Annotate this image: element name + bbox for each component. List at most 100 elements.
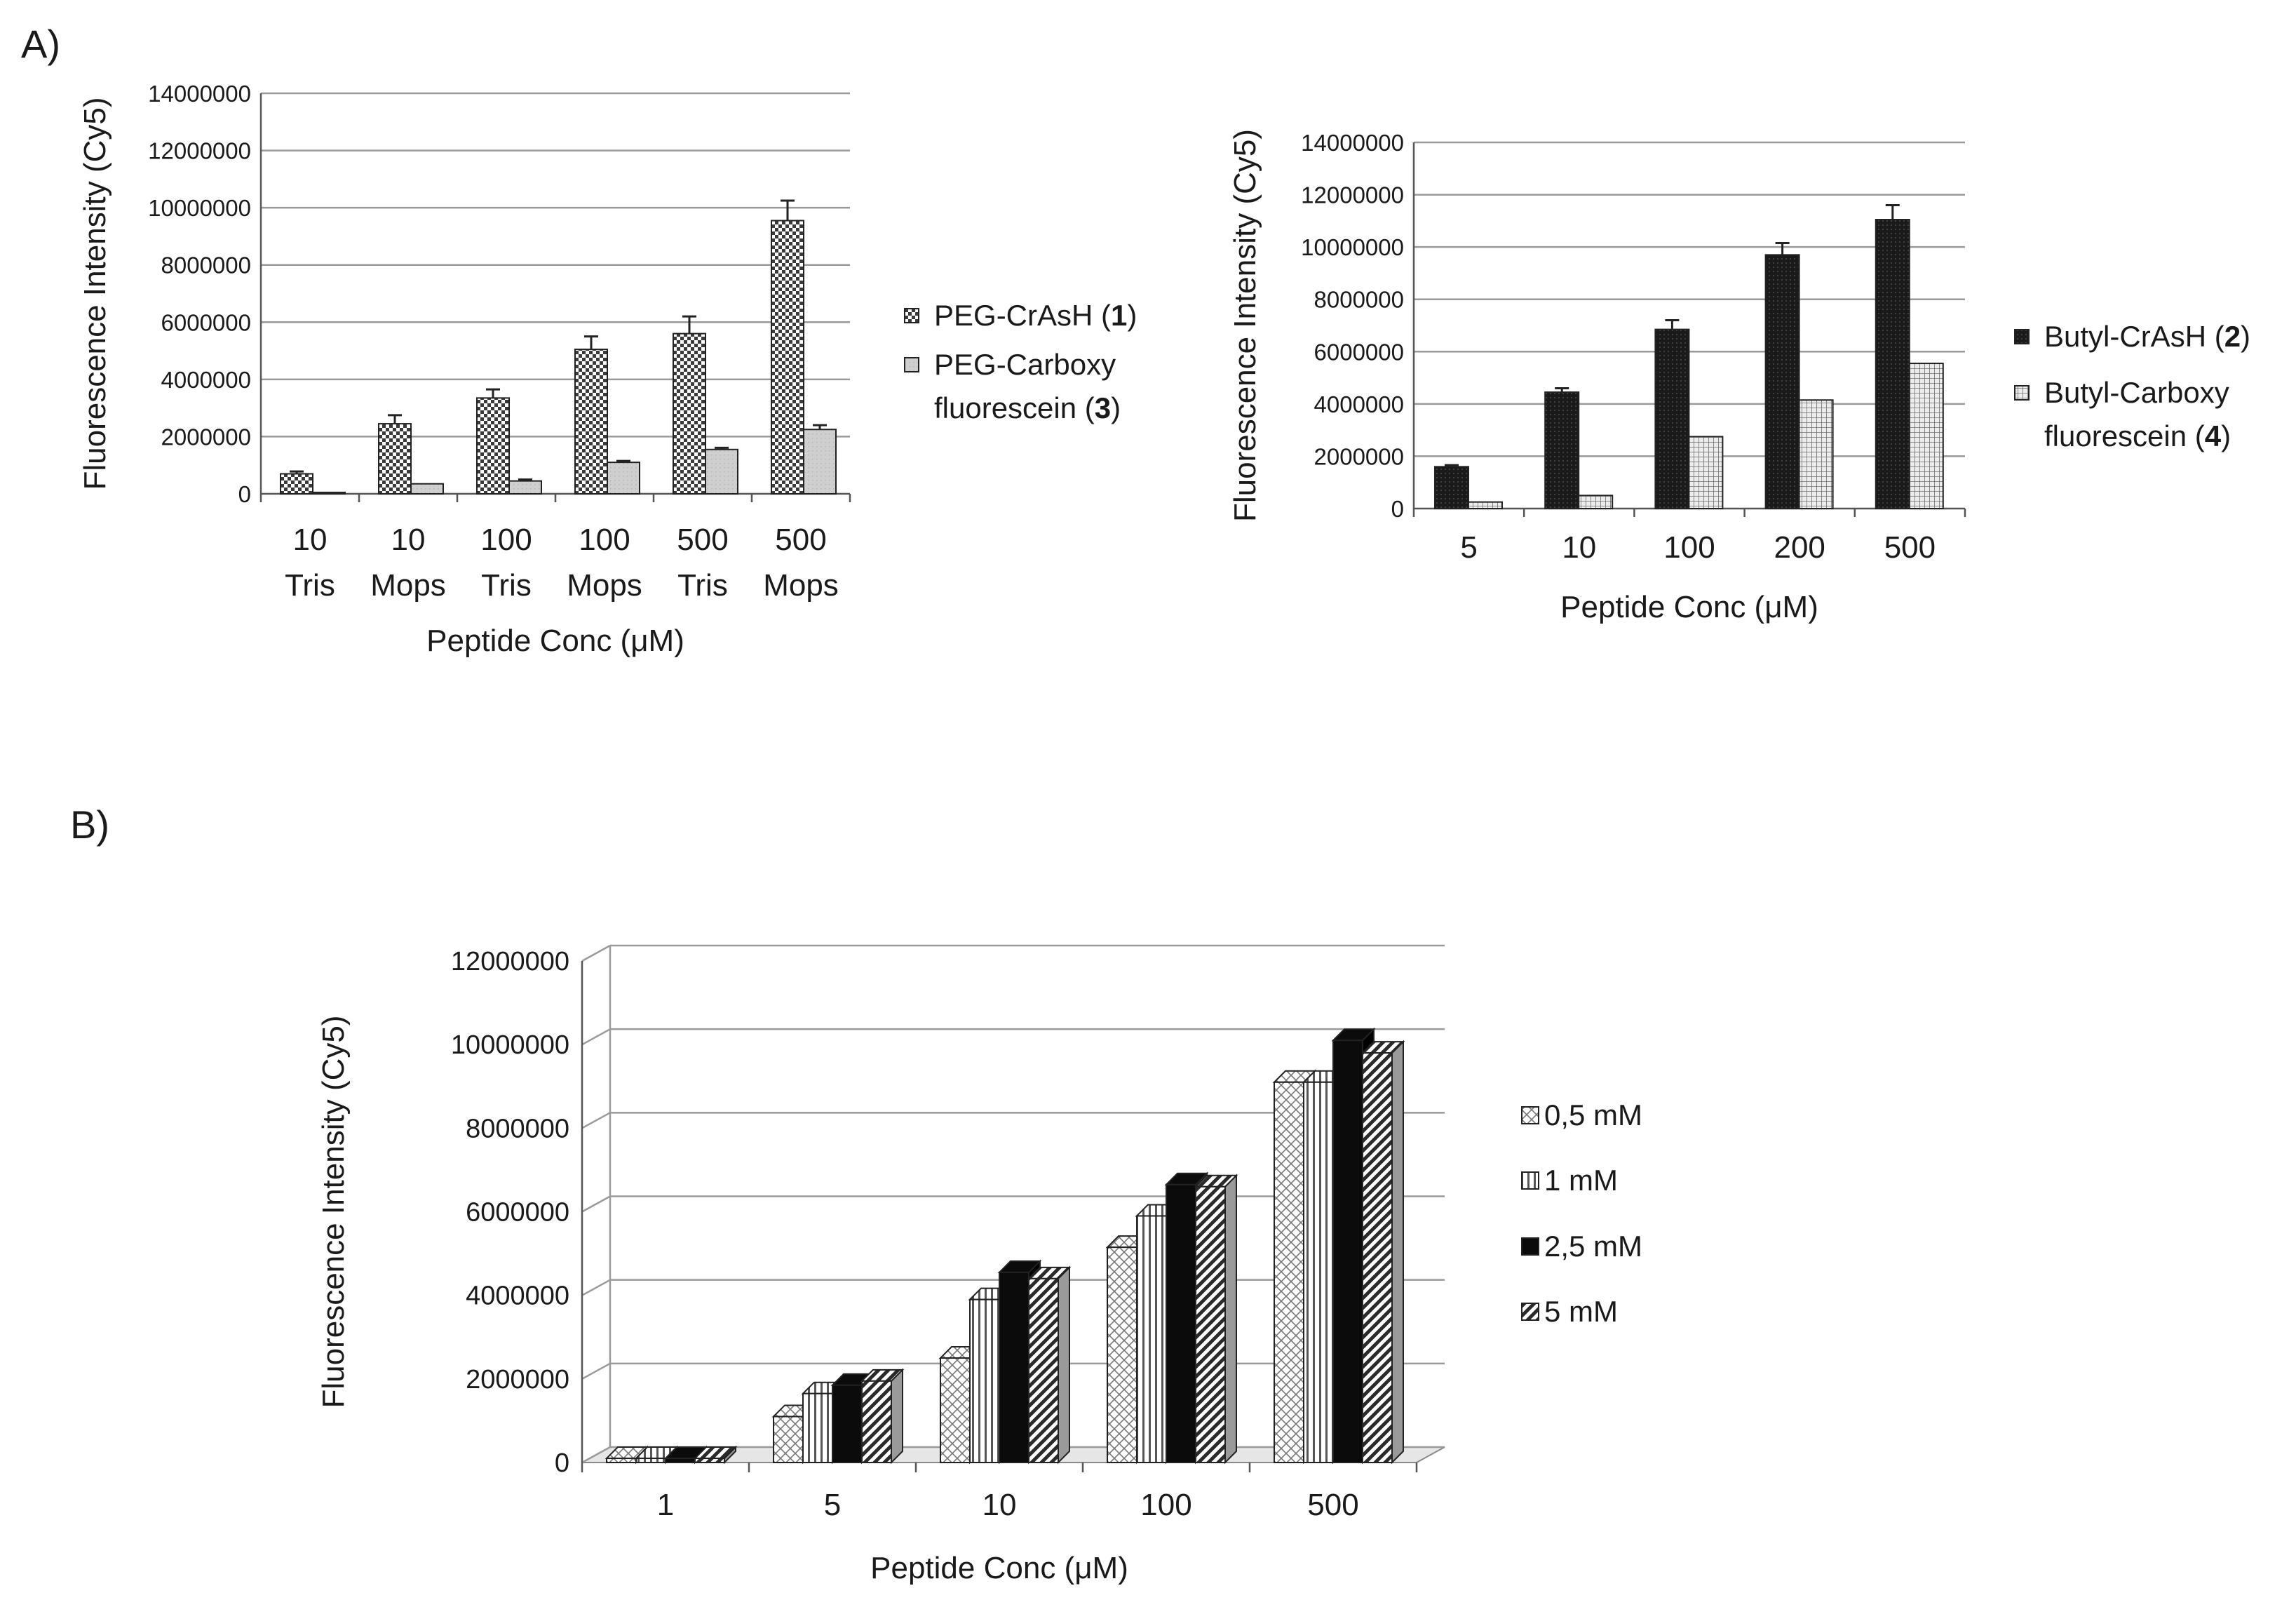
x-tick-label: 500 [775,523,826,557]
bar [1028,1277,1059,1464]
y-tick-label: 14000000 [1301,130,1404,156]
x-tick-label: 10 [293,523,327,557]
x-tick-label: 500 [677,523,728,557]
legend-swatch [2014,329,2030,344]
legend-swatch [1521,1171,1539,1190]
x-tick-label: 10 [982,1488,1017,1522]
x-tick-label: Mops [763,568,839,603]
legend-label-line-0: 1 mM [1544,1164,1618,1197]
gridline-side [581,1028,611,1046]
y-tick-label: 4000000 [466,1282,569,1311]
bar [1136,1215,1167,1464]
bar [1688,436,1724,510]
legend-label-part: ) [1127,299,1137,332]
legend-label-part: ) [2241,320,2250,353]
bar [665,1458,696,1464]
x-tick-label: Tris [285,568,335,603]
x-tick-label: 10 [1562,530,1596,565]
y-tick-label: 4000000 [161,367,251,393]
x-tick-label: Tris [677,568,728,603]
legend-label-line-0: PEG-Carboxy [934,348,1116,381]
panel-label-b: B) [70,802,109,847]
legend-label-line-0: PEG-CrAsH (1) [934,299,1137,332]
bar [606,1458,637,1464]
y-tick-label: 12000000 [1301,182,1404,208]
bar-side [1391,1040,1404,1465]
y-tick-label: 2000000 [1314,443,1404,469]
bar [694,1458,725,1464]
legend-swatch [1521,1303,1539,1321]
chart-3d-concentration: 0 2000000 4000000 6000000 8000000 10000000 120… [316,944,1642,1585]
legend-label-part: 2 [2224,320,2241,353]
bar [574,349,608,495]
bar [969,1298,1000,1463]
legend-swatch [1521,1237,1539,1256]
gridline-side [581,1446,611,1464]
legend-swatch [904,308,919,323]
bar [1544,391,1580,509]
legend-label-line-0: 5 mM [1544,1295,1618,1328]
legend-label-part: fluorescein ( [934,391,1095,424]
y-axis-label: Fluorescence Intensity (Cy5) [78,98,112,490]
bar [1468,501,1503,510]
bar [1764,254,1800,509]
bar [1303,1081,1334,1463]
bar [940,1357,971,1463]
gridline-side [581,1362,611,1380]
chart-butyl: 0 2000000 4000000 6000000 8000000 10000000 120… [1228,129,2250,624]
legend-label-part: PEG-CrAsH ( [934,299,1111,332]
y-axis-label: Fluorescence Intensity (Cy5) [316,1016,351,1409]
y-tick-label: 14000000 [148,81,251,107]
x-tick-label: 100 [1140,1488,1191,1522]
chart-peg: 0 2000000 4000000 6000000 8000000 10000000 120… [78,81,1137,658]
x-tick-label: 5 [1460,530,1477,565]
bar [1195,1185,1226,1463]
legend-label-line-0: 2,5 mM [1544,1230,1642,1263]
legend-label-line-1: fluorescein (4) [2044,419,2231,452]
x-tick-label: 500 [1884,530,1936,565]
bar [803,429,837,495]
bar [1107,1246,1137,1464]
bar [705,448,738,495]
legend-label-part: 1 [1111,299,1127,332]
bar [1332,1040,1363,1464]
bar-side [891,1368,903,1465]
panel-label-a: A) [21,22,60,66]
x-tick-label: 500 [1307,1488,1358,1522]
y-tick-label: 6000000 [1314,339,1404,365]
y-tick-label: 8000000 [466,1114,569,1143]
bar [1166,1183,1196,1464]
legend-label-part: Butyl-CrAsH ( [2044,320,2224,353]
y-tick-label: 8000000 [161,253,251,278]
x-axis-label: Peptide Conc (μM) [870,1551,1128,1585]
gridline-side [581,944,611,962]
legend-label-part: Butyl-Carboxy [2044,376,2229,409]
gridline-side [581,1195,611,1213]
bar [1908,363,1944,509]
legend-label-line-0: Butyl-Carboxy [2044,376,2229,409]
bar [1578,495,1614,509]
x-tick-label: 1 [657,1488,674,1522]
y-axis-label: Fluorescence Intensity (Cy5) [1228,129,1262,522]
legend-label-part: ) [1111,391,1121,424]
y-tick-label: 10000000 [451,1030,569,1060]
bar [1362,1052,1393,1464]
bar [861,1380,892,1463]
x-tick-label: 100 [480,523,532,557]
bar [508,480,542,495]
y-tick-label: 10000000 [148,195,251,221]
legend-label-part: ) [2221,419,2231,452]
bar [802,1392,833,1463]
bar [607,462,640,495]
x-tick-label: 200 [1774,530,1825,565]
x-axis-label: Peptide Conc (μM) [426,624,684,658]
axis-line [259,93,850,495]
x-tick-label: 5 [824,1488,841,1522]
y-tick-label: 0 [555,1448,569,1478]
bar [1654,328,1690,510]
bar [476,397,510,495]
legend-swatch [2014,385,2030,401]
legend-swatch [1521,1106,1539,1124]
bar [312,491,346,495]
bar [1875,218,1910,509]
